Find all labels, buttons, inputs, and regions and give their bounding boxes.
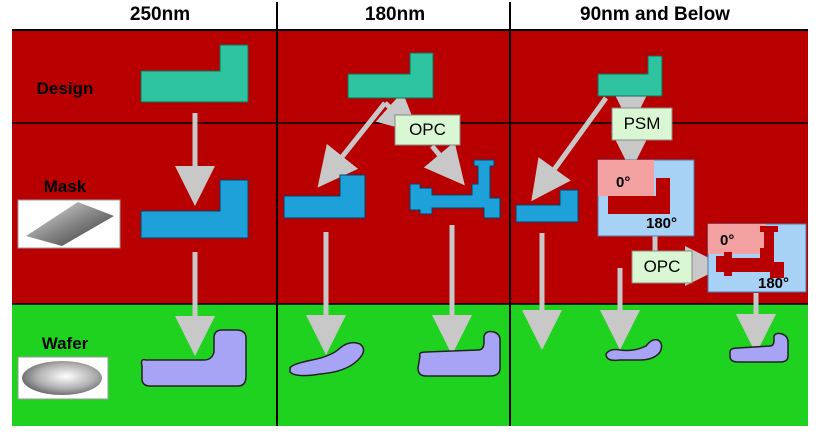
opc-180-label: OPC	[409, 120, 446, 139]
wafer-shape-250	[140, 329, 247, 387]
design-shape-180	[347, 52, 434, 99]
opc-psm-mask	[707, 223, 807, 293]
wafer-shape-180-opc	[417, 330, 501, 377]
psm-phase-mask	[597, 159, 695, 237]
opc-180-degree-label: 180°	[758, 275, 790, 292]
psm-180-degree-label: 180°	[646, 215, 678, 232]
psm-label: PSM	[623, 114, 661, 133]
opc-90-box	[631, 250, 693, 284]
design-shape-250	[140, 44, 249, 103]
opc-90-label: OPC	[643, 257, 681, 276]
column-header-250nm: 250nm	[129, 4, 191, 25]
wafer-shape-90-psm	[605, 338, 663, 362]
row-label-design: Design	[36, 79, 94, 98]
opc-zero-degree-label: 0°	[720, 232, 735, 249]
wafer-photo-icon	[17, 356, 109, 400]
psm-zero-degree-label: 0°	[616, 174, 631, 191]
column-header-180nm: 180nm	[364, 4, 426, 25]
psm-chrome-shape	[608, 178, 670, 214]
mask-shape-90	[515, 189, 579, 223]
row-label-wafer: Wafer	[41, 334, 89, 353]
arrow-90-design-mask	[531, 96, 609, 202]
psm-box	[611, 107, 673, 141]
design-shape-90	[597, 55, 663, 97]
wafer-shape-90-opc	[729, 332, 789, 363]
mask-shape-180-plain	[283, 174, 366, 219]
opc-chrome-shape	[716, 226, 784, 278]
opc-phase-0-region	[708, 224, 766, 254]
mask-shape-180-opc	[409, 159, 501, 219]
flow-arrows	[175, 87, 776, 356]
arrow-180-opc-mask	[423, 141, 465, 186]
row-label-mask: Mask	[43, 177, 87, 196]
wafer-shape-180-plain	[289, 341, 365, 377]
column-header-90nm: 90nm and Below	[580, 4, 730, 25]
psm-phase-0-region	[598, 160, 654, 196]
opc-180-box	[394, 114, 461, 146]
wafer-row-band	[12, 304, 808, 426]
mask-shape-250	[140, 179, 249, 239]
mask-photo-icon	[17, 199, 121, 249]
